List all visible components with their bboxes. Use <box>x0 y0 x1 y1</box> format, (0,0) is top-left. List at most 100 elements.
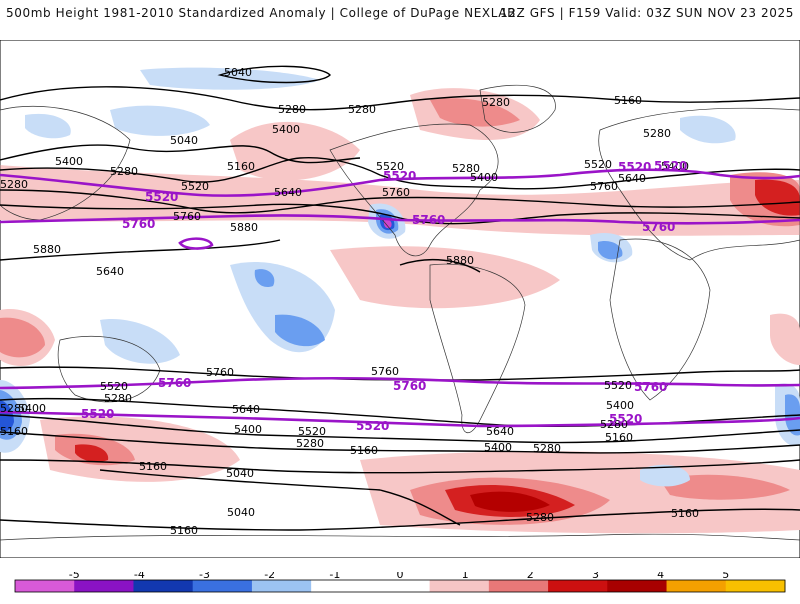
anomaly-negative-south-atlantic <box>640 464 690 487</box>
anomaly-positive-europe-core <box>755 179 800 216</box>
contour-label: 5040 <box>170 134 198 147</box>
contour-5880-atlantic <box>399 258 481 273</box>
contour-label: 5160 <box>350 444 378 457</box>
colorbar-tick-label: 1 <box>462 572 469 581</box>
contour-label: 5520 <box>604 379 632 392</box>
anomaly-positive-hudson <box>430 98 520 127</box>
contour-label: 5880 <box>230 221 258 234</box>
anomaly-positive-antarctic-max <box>470 491 550 512</box>
ref-label: 5520 <box>81 407 114 421</box>
contour-label: 5160 <box>170 524 198 537</box>
contour-5880 <box>0 239 281 261</box>
ref-5760-ring <box>178 237 214 250</box>
colorbar-swatches <box>14 579 786 593</box>
contour-label: 5520 <box>298 425 326 438</box>
contour-label: 5280 <box>104 392 132 405</box>
colorbar-swatch <box>429 580 490 592</box>
colorbar-tick-label: -4 <box>134 572 145 581</box>
contour-label: 5040 <box>224 66 252 79</box>
ref-label: 5760 <box>412 213 445 227</box>
map-title: 500mb Height 1981-2010 Standardized Anom… <box>6 6 516 20</box>
contour-label: 5400 <box>55 155 83 168</box>
colorbar-swatch <box>548 580 608 592</box>
contour-label: 5400 <box>470 171 498 184</box>
colorbar-swatch <box>311 580 371 592</box>
contour-label: 5760 <box>590 180 618 193</box>
colorbar-swatch <box>133 580 194 592</box>
contour-label-group: 5040 5040 5280 5280 5280 5160 5400 5280 … <box>0 66 699 537</box>
colorbar-ticks: -5 -4 -3 -2 -1 0 1 2 3 4 5 <box>69 568 730 581</box>
contour-label: 5400 <box>661 160 689 173</box>
anomaly-positive-north-pacific <box>230 121 360 181</box>
colorbar-tick-label: 0 <box>397 572 404 581</box>
ref-5520-south <box>0 410 800 428</box>
reference-lines <box>0 168 800 428</box>
coast-north-america <box>329 123 499 257</box>
contour-label: 5520 <box>584 158 612 171</box>
contour-label: 5400 <box>18 402 46 415</box>
coast-australia <box>57 335 161 403</box>
colorbar-tick-label: 5 <box>722 572 729 581</box>
contour-5040-south <box>99 469 461 526</box>
contour-label: 5880 <box>446 254 474 267</box>
anomaly-positive-south-center <box>75 444 109 463</box>
contour-label: 5040 <box>226 467 254 480</box>
anomaly-negative-siberia <box>25 113 71 139</box>
contour-label: 5160 <box>139 460 167 473</box>
coast-asia-west <box>0 105 131 221</box>
colorbar-tick-label: 3 <box>592 572 599 581</box>
anomaly-negative-aleutian <box>140 67 320 90</box>
contour-label: 5280 <box>482 96 510 109</box>
ref-label: 5520 <box>145 190 178 204</box>
contour-label: 5400 <box>606 399 634 412</box>
anomaly-negative-baja-core <box>383 219 392 229</box>
contour-label: 5280 <box>296 437 324 450</box>
contour-label: 5760 <box>371 365 399 378</box>
contour-label: 5160 <box>605 431 633 444</box>
coast-africa <box>609 238 711 401</box>
contour-label: 5520 <box>100 380 128 393</box>
colorbar-swatch <box>488 580 549 592</box>
colorbar-tick-label: 2 <box>527 572 534 581</box>
colorbar-canvas: -5 -4 -3 -2 -1 0 1 2 3 4 5 <box>14 568 786 593</box>
contour-label: 5760 <box>382 186 410 199</box>
colorbar-tick-label: -1 <box>329 572 340 581</box>
contour-label: 5760 <box>173 210 201 223</box>
map-canvas: 5040 5040 5280 5280 5280 5160 5400 5280 … <box>0 40 800 558</box>
anomaly-positive-south-atlantic <box>660 474 790 500</box>
ref-5760-north <box>0 214 800 225</box>
colorbar-tick-label: -3 <box>199 572 210 581</box>
height-contours <box>0 65 800 531</box>
coast-south-america <box>429 263 526 433</box>
ref-5520-north <box>0 168 800 197</box>
contour-label: 5400 <box>272 123 300 136</box>
contour-5640-north <box>0 203 800 225</box>
contour-label: 5880 <box>33 243 61 256</box>
contour-label: 5640 <box>274 186 302 199</box>
contour-5280-south <box>0 431 800 454</box>
colorbar-swatch <box>74 580 134 592</box>
contour-label: 5040 <box>227 506 255 519</box>
header-bar: 500mb Height 1981-2010 Standardized Anom… <box>0 0 800 28</box>
contour-label: 5160 <box>227 160 255 173</box>
colorbar-tick-label: -5 <box>69 572 80 581</box>
anomaly-positive-east-edge <box>770 313 800 365</box>
weather-map[interactable]: 5040 5040 5280 5280 5280 5160 5400 5280 … <box>0 40 800 558</box>
ref-label: 5760 <box>634 380 667 394</box>
anomaly-negative-indian <box>100 319 180 364</box>
ref-label: 5520 <box>609 412 642 426</box>
ref-label: 5520 <box>618 160 651 174</box>
contour-label: 5640 <box>618 172 646 185</box>
anomaly-negative-atlantic-core <box>598 241 623 260</box>
ref-label: 5760 <box>642 220 675 234</box>
contour-label: 5400 <box>234 423 262 436</box>
colorbar-tick-label: 4 <box>657 572 664 581</box>
anomaly-negative-greenland <box>680 115 736 144</box>
contour-label: 5280 <box>643 127 671 140</box>
contour-5280-north <box>0 86 800 111</box>
anomaly-positive-west-edge <box>0 317 45 358</box>
colorbar-tick-label: -2 <box>264 572 275 581</box>
anomaly-negative-bering <box>110 105 210 136</box>
colorbar-swatch <box>607 580 668 592</box>
colorbar-swatch <box>666 580 727 592</box>
